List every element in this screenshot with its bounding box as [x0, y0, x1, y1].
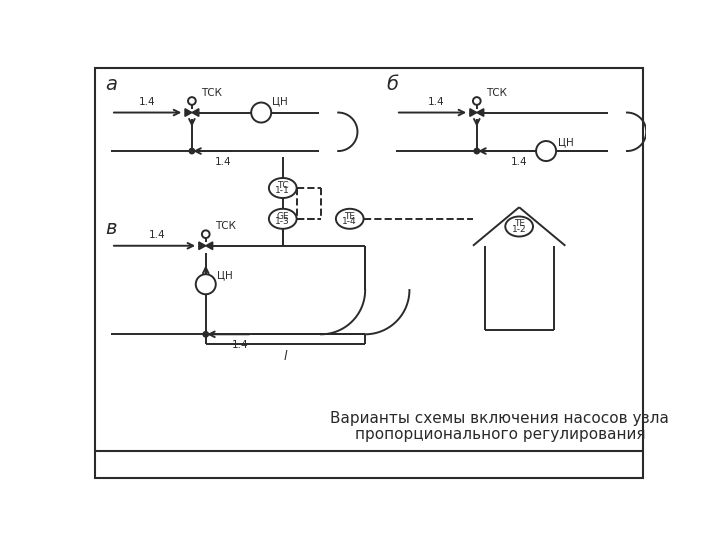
- Polygon shape: [199, 242, 206, 249]
- Text: 1.4: 1.4: [148, 231, 165, 240]
- Text: в: в: [106, 219, 117, 238]
- Text: ТС: ТС: [277, 181, 289, 190]
- Text: 1.4: 1.4: [510, 157, 528, 167]
- Text: 1.4: 1.4: [139, 97, 156, 107]
- Circle shape: [473, 97, 481, 105]
- Text: а: а: [106, 75, 117, 94]
- Circle shape: [196, 274, 216, 294]
- Text: ТСК: ТСК: [201, 88, 222, 98]
- Text: 1.4: 1.4: [232, 340, 248, 350]
- Text: пропорционального регулирования: пропорционального регулирования: [355, 427, 645, 442]
- Text: ЦН: ЦН: [272, 96, 288, 106]
- Text: 1-2: 1-2: [512, 225, 526, 234]
- Polygon shape: [206, 242, 212, 249]
- Text: 1.4: 1.4: [215, 157, 231, 167]
- Circle shape: [474, 148, 480, 154]
- Ellipse shape: [269, 178, 297, 198]
- Ellipse shape: [505, 217, 533, 237]
- Polygon shape: [477, 109, 484, 116]
- FancyBboxPatch shape: [95, 68, 643, 477]
- Text: 1-1: 1-1: [275, 186, 290, 195]
- Text: ТЕ: ТЕ: [513, 219, 525, 228]
- Polygon shape: [192, 109, 199, 116]
- Text: l: l: [284, 350, 287, 363]
- Text: GЕ: GЕ: [276, 212, 289, 221]
- Polygon shape: [470, 109, 477, 116]
- Text: ТСК: ТСК: [486, 88, 507, 98]
- Text: 1-4: 1-4: [343, 217, 357, 226]
- Circle shape: [188, 97, 196, 105]
- Circle shape: [251, 103, 271, 123]
- Text: 1.4: 1.4: [428, 97, 445, 107]
- Circle shape: [202, 231, 210, 238]
- Text: Варианты схемы включения насосов узла: Варианты схемы включения насосов узла: [330, 411, 670, 427]
- Ellipse shape: [269, 209, 297, 229]
- Text: 1-3: 1-3: [275, 217, 290, 226]
- Text: ЦН: ЦН: [558, 137, 573, 147]
- Circle shape: [189, 148, 194, 154]
- Text: б: б: [387, 75, 399, 94]
- Circle shape: [536, 141, 556, 161]
- Text: ТСК: ТСК: [215, 221, 236, 231]
- Ellipse shape: [336, 209, 364, 229]
- Polygon shape: [185, 109, 192, 116]
- Text: ТЕ: ТЕ: [344, 212, 355, 221]
- Text: ЦН: ЦН: [217, 271, 233, 280]
- Circle shape: [203, 332, 209, 337]
